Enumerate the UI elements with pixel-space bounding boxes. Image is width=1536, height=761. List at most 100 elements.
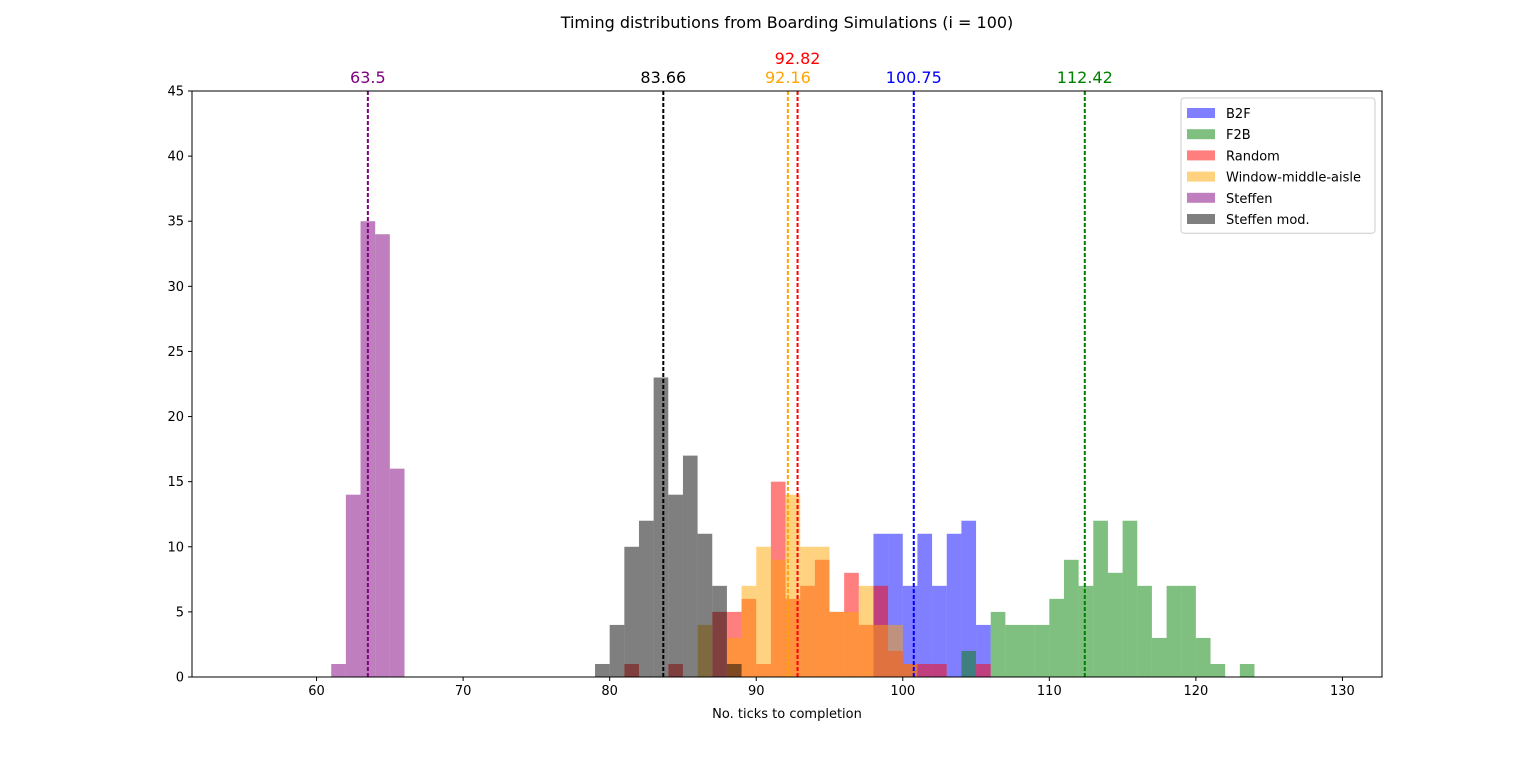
bar-steffen-mod-82 bbox=[638, 520, 654, 677]
bar-f2b-115 bbox=[1122, 520, 1138, 677]
bar-window-middle-aisle-99 bbox=[888, 624, 903, 677]
legend-label-steffen: Steffen bbox=[1226, 192, 1273, 207]
bar-random-101 bbox=[917, 663, 933, 677]
bar-steffen-mod-81 bbox=[624, 546, 639, 677]
bar-f2b-120 bbox=[1195, 637, 1211, 677]
bar-f2b-114 bbox=[1107, 572, 1123, 677]
mean-lines bbox=[366, 91, 1086, 677]
bar-window-middle-aisle-91 bbox=[770, 559, 786, 677]
bar-f2b-112 bbox=[1078, 585, 1094, 677]
series-b2f bbox=[873, 520, 991, 677]
bar-f2b-117 bbox=[1151, 637, 1167, 677]
chart-title: Timing distributions from Boarding Simul… bbox=[560, 13, 1014, 32]
bar-f2b-123 bbox=[1239, 663, 1255, 677]
y-axis: 0 5 10 15 20 25 30 35 40 45 bbox=[167, 85, 192, 686]
x-axis: 60 70 80 90 100 110 120 130 bbox=[308, 677, 1355, 699]
y-tick-label: 45 bbox=[167, 85, 184, 100]
x-tick-label: 120 bbox=[1183, 684, 1208, 699]
y-tick-label: 30 bbox=[167, 280, 184, 295]
x-tick-label: 100 bbox=[890, 684, 915, 699]
bar-steffen-mod-83 bbox=[653, 377, 669, 677]
x-tick-label: 80 bbox=[601, 684, 618, 699]
series-steffen bbox=[331, 221, 405, 677]
bar-steffen-61 bbox=[331, 663, 346, 677]
bar-window-middle-aisle-92 bbox=[785, 494, 801, 677]
y-tick-label: 40 bbox=[167, 150, 184, 165]
mean-label-f2b: 112.42 bbox=[1057, 68, 1113, 87]
bar-window-middle-aisle-90 bbox=[756, 546, 771, 677]
mean-label-steffen-mod: 83.66 bbox=[640, 68, 686, 87]
bar-window-middle-aisle-95 bbox=[829, 611, 845, 677]
legend-box bbox=[1180, 97, 1376, 234]
bar-f2b-108 bbox=[1020, 624, 1035, 677]
series-steffen-mod bbox=[595, 377, 742, 677]
series-window-middle-aisle bbox=[697, 494, 918, 677]
bar-steffen-mod-84 bbox=[668, 494, 683, 677]
legend-swatch-f2b bbox=[1187, 129, 1215, 140]
bar-f2b-116 bbox=[1137, 585, 1152, 677]
bar-b2f-101 bbox=[917, 533, 933, 677]
bar-f2b-111 bbox=[1063, 559, 1079, 677]
x-tick-label: 60 bbox=[308, 684, 325, 699]
bar-f2b-107 bbox=[1005, 624, 1021, 677]
bar-b2f-104 bbox=[961, 520, 977, 677]
legend-label-b2f: B2F bbox=[1226, 107, 1251, 122]
bar-f2b-109 bbox=[1034, 624, 1050, 677]
bar-steffen-mod-85 bbox=[682, 455, 698, 677]
legend-label-window-middle-aisle: Window-middle-aisle bbox=[1226, 171, 1361, 186]
bar-f2b-119 bbox=[1181, 585, 1196, 677]
bar-b2f-100 bbox=[902, 585, 918, 677]
bar-window-middle-aisle-98 bbox=[873, 624, 889, 677]
mean-label-random: 92.82 bbox=[775, 49, 821, 68]
bar-b2f-102 bbox=[932, 585, 947, 677]
mean-label-steffen: 63.5 bbox=[350, 68, 386, 87]
bar-f2b-110 bbox=[1049, 598, 1064, 677]
bar-steffen-64 bbox=[375, 234, 390, 677]
series-f2b bbox=[961, 520, 1255, 677]
legend-label-random: Random bbox=[1226, 149, 1280, 164]
bar-steffen-mod-80 bbox=[609, 624, 625, 677]
bar-f2b-121 bbox=[1210, 663, 1226, 677]
bar-steffen-65 bbox=[389, 468, 405, 677]
legend-label-steffen-mod: Steffen mod. bbox=[1226, 213, 1310, 228]
x-tick-label: 90 bbox=[748, 684, 765, 699]
bar-steffen-mod-87 bbox=[712, 585, 727, 677]
x-tick-label: 70 bbox=[455, 684, 472, 699]
plot-frame bbox=[191, 90, 1383, 678]
bar-b2f-103 bbox=[946, 533, 962, 677]
bar-steffen-63 bbox=[360, 221, 376, 677]
y-tick-label: 0 bbox=[176, 671, 184, 686]
bar-f2b-104 bbox=[961, 650, 977, 677]
legend-swatch-window-middle-aisle bbox=[1187, 171, 1215, 182]
y-tick-label: 5 bbox=[176, 605, 184, 620]
y-tick-label: 25 bbox=[167, 345, 184, 360]
bar-random-102 bbox=[932, 663, 947, 677]
bar-window-middle-aisle-97 bbox=[858, 585, 874, 677]
legend-label-f2b: F2B bbox=[1226, 128, 1251, 143]
x-tick-label: 110 bbox=[1037, 684, 1062, 699]
bar-steffen-mod-86 bbox=[697, 533, 713, 677]
x-axis-label: No. ticks to completion bbox=[712, 707, 862, 722]
histogram-bars bbox=[331, 221, 1255, 677]
y-tick-label: 20 bbox=[167, 410, 184, 425]
bar-window-middle-aisle-89 bbox=[741, 585, 757, 677]
legend-swatch-random bbox=[1187, 150, 1215, 161]
x-tick-label: 130 bbox=[1330, 684, 1355, 699]
mean-label-window-middle-aisle: 92.16 bbox=[765, 68, 811, 87]
bar-window-middle-aisle-96 bbox=[844, 611, 859, 677]
y-tick-label: 35 bbox=[167, 215, 184, 230]
bar-steffen-62 bbox=[345, 494, 361, 677]
bar-window-middle-aisle-93 bbox=[800, 546, 815, 677]
bar-steffen-mod-88 bbox=[726, 663, 742, 677]
bar-steffen-mod-79 bbox=[595, 663, 610, 677]
bar-window-middle-aisle-100 bbox=[902, 663, 918, 677]
bar-f2b-118 bbox=[1166, 585, 1182, 677]
legend: B2F F2B Random Window-middle-aisle Steffen St… bbox=[1180, 97, 1376, 234]
y-tick-label: 15 bbox=[167, 475, 184, 490]
bar-f2b-106 bbox=[990, 611, 1006, 677]
bar-random-105 bbox=[976, 663, 991, 677]
bar-f2b-113 bbox=[1093, 520, 1108, 677]
legend-swatch-steffen bbox=[1187, 192, 1215, 203]
legend-swatch-steffen-mod bbox=[1187, 214, 1215, 224]
